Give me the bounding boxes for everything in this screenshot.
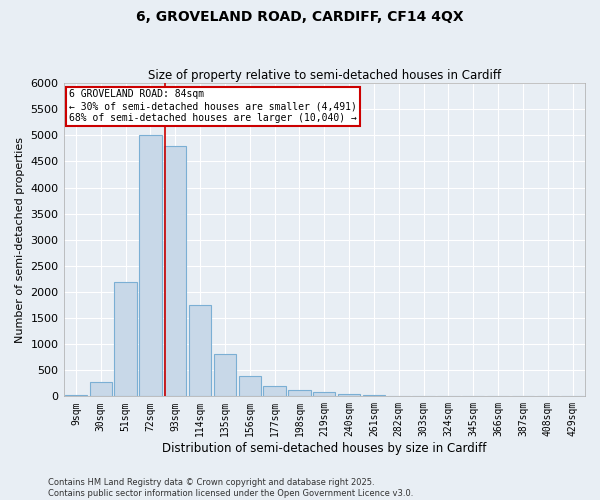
Bar <box>65 395 87 396</box>
Title: Size of property relative to semi-detached houses in Cardiff: Size of property relative to semi-detach… <box>148 69 501 82</box>
Bar <box>313 392 335 396</box>
Text: 6, GROVELAND ROAD, CARDIFF, CF14 4QX: 6, GROVELAND ROAD, CARDIFF, CF14 4QX <box>136 10 464 24</box>
Bar <box>89 382 112 396</box>
Bar <box>139 136 161 396</box>
Bar <box>115 282 137 397</box>
Bar <box>189 305 211 396</box>
Bar <box>338 394 360 396</box>
Y-axis label: Number of semi-detached properties: Number of semi-detached properties <box>15 136 25 343</box>
Bar <box>239 376 261 396</box>
Bar <box>214 354 236 397</box>
X-axis label: Distribution of semi-detached houses by size in Cardiff: Distribution of semi-detached houses by … <box>162 442 487 455</box>
Text: 6 GROVELAND ROAD: 84sqm
← 30% of semi-detached houses are smaller (4,491)
68% of: 6 GROVELAND ROAD: 84sqm ← 30% of semi-de… <box>69 90 356 122</box>
Bar <box>288 390 311 396</box>
Bar <box>263 386 286 396</box>
Text: Contains HM Land Registry data © Crown copyright and database right 2025.
Contai: Contains HM Land Registry data © Crown c… <box>48 478 413 498</box>
Bar <box>164 146 187 397</box>
